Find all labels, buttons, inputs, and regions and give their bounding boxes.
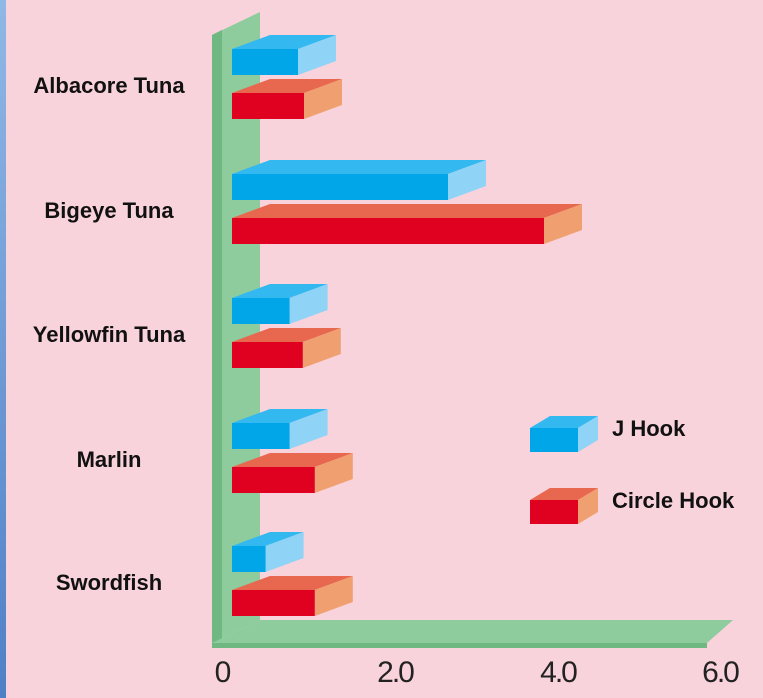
labels-layer: 0 2.0 4.0 6.0 Albacore Tuna Bigeye Tuna Yellow…	[33, 73, 741, 689]
x-tick-label: 4.0	[540, 656, 577, 689]
legend-label: J Hook	[612, 416, 686, 441]
legend-swatch-side	[578, 416, 598, 452]
bar-j-hook-front	[232, 546, 266, 572]
bar-circle-hook-top	[232, 453, 353, 467]
bar-circle-hook-side	[302, 328, 341, 368]
bar-circle-hook-top	[232, 328, 341, 342]
bar-circle-hook-front	[232, 218, 544, 244]
bar-circle-hook-front	[232, 590, 315, 616]
legend-item-circle-hook: Circle Hook	[530, 488, 735, 524]
bar-j-hook	[232, 409, 328, 449]
axis-floor-edge	[212, 643, 707, 648]
bar-j-hook-top	[232, 409, 328, 423]
bar-j-hook-front	[232, 423, 290, 449]
bar-circle-hook	[232, 79, 342, 119]
axis-wall-edge	[212, 30, 222, 643]
bars-layer	[232, 35, 582, 616]
bar-circle-hook-top	[232, 576, 353, 590]
bar-j-hook-top	[232, 532, 304, 546]
category-label: Marlin	[77, 447, 142, 472]
x-tick-label: 6.0	[702, 656, 739, 689]
bar-circle-hook-top	[232, 79, 342, 93]
legend-swatch	[530, 500, 578, 524]
bar-j-hook-top	[232, 284, 328, 298]
legend-swatch-top	[530, 488, 598, 500]
legend-swatch	[530, 428, 578, 452]
bar-circle-hook-front	[232, 467, 315, 493]
legend-item-j-hook: J Hook	[530, 416, 686, 452]
bar-j-hook-top	[232, 35, 336, 49]
bar-j-hook-front	[232, 49, 298, 75]
bar-j-hook	[232, 532, 304, 572]
category-label: Bigeye Tuna	[44, 198, 174, 223]
axis-floor	[212, 620, 733, 643]
bar-circle-hook-side	[544, 204, 582, 244]
category-label: Yellowfin Tuna	[33, 322, 186, 347]
bar-j-hook-side	[298, 35, 336, 75]
bar-circle-hook	[232, 328, 341, 368]
bar-j-hook-side	[289, 409, 328, 449]
bar-circle-hook-side	[314, 576, 353, 616]
bar-circle-hook	[232, 453, 353, 493]
category-label: Albacore Tuna	[33, 73, 185, 98]
bar-j-hook-top	[232, 160, 486, 174]
category-label: Swordfish	[56, 570, 162, 595]
legend-swatch-top	[530, 416, 598, 428]
bar-j-hook	[232, 35, 336, 75]
left-edge-strip	[0, 0, 6, 698]
bar-j-hook-front	[232, 298, 290, 324]
bar-j-hook-side	[265, 532, 304, 572]
legend-label: Circle Hook	[612, 488, 735, 513]
x-tick-label: 2.0	[377, 656, 414, 689]
bar-j-hook	[232, 160, 486, 200]
bar-j-hook-front	[232, 174, 448, 200]
bar-circle-hook-front	[232, 342, 303, 368]
bar-circle-hook-side	[304, 79, 342, 119]
bar-j-hook-side	[289, 284, 328, 324]
bar-circle-hook	[232, 576, 353, 616]
legend: J Hook Circle Hook	[530, 416, 735, 524]
bar-circle-hook-front	[232, 93, 304, 119]
bar-circle-hook-top	[232, 204, 582, 218]
bar-j-hook	[232, 284, 328, 324]
bar-circle-hook-side	[314, 453, 353, 493]
bar-j-hook-side	[448, 160, 486, 200]
x-tick-label: 0	[215, 656, 231, 689]
legend-swatch-side	[578, 488, 598, 524]
bar-circle-hook	[232, 204, 582, 244]
